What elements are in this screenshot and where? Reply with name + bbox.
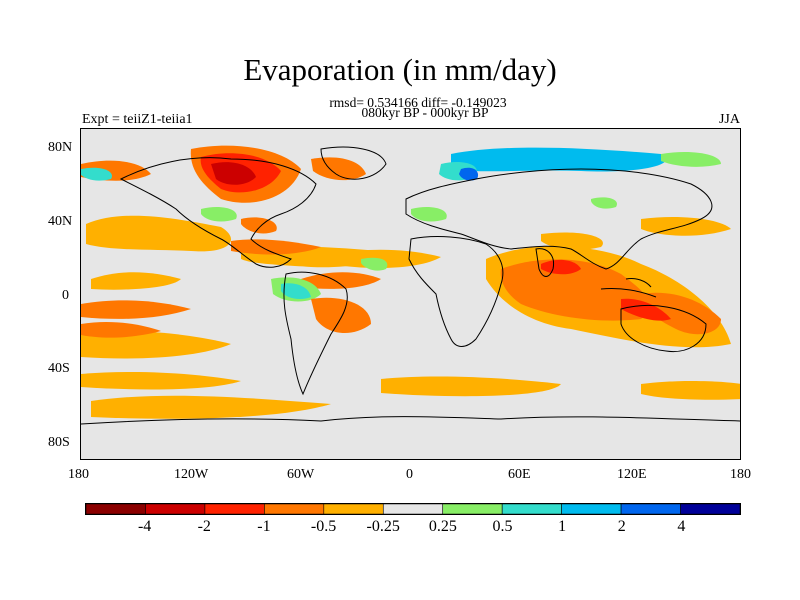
anomaly-patch [81, 371, 241, 390]
coastline-australia [620, 304, 707, 353]
anomaly-patch [381, 376, 561, 397]
anomaly-patch [81, 167, 112, 181]
coastline-europe-asia [405, 168, 713, 270]
colorbar-tick-label: 1 [558, 518, 567, 535]
anomaly-patch [500, 259, 650, 321]
anomaly-patch [641, 217, 731, 236]
anomaly-patch [311, 297, 371, 334]
colorbar-tick-label: -4 [137, 518, 152, 535]
anomaly-patch [621, 298, 671, 321]
anomaly-patch [81, 331, 231, 359]
anomaly-patch [81, 321, 161, 338]
lon-tick-label: 0 [406, 467, 413, 482]
anomaly-patch [591, 197, 617, 209]
colorbar-tick-label: 4 [677, 518, 686, 535]
period-label: 080kyr BP - 000kyr BP [361, 105, 489, 120]
anomaly-patch [541, 259, 581, 275]
anomaly-patch [411, 207, 447, 222]
coastline-greenland [320, 146, 387, 180]
lat-tick-label: 80N [48, 140, 73, 155]
lon-tick-label: 180 [730, 467, 751, 482]
coastline-africa [408, 236, 504, 347]
rmsd-diff-stats: rmsd= 0.534166 diff= -0.149023 [329, 95, 507, 110]
anomaly-patch [661, 152, 721, 167]
map-panel [80, 128, 741, 460]
colorbar-swatch [264, 504, 325, 514]
anomaly-patch [201, 207, 237, 222]
anomaly-patch [81, 300, 191, 319]
anomaly-patch [311, 157, 366, 181]
colorbar-tick-label: 0.5 [492, 518, 513, 535]
colorbar-swatch [561, 504, 622, 514]
anomaly-patch [91, 272, 181, 290]
lat-tick-label: 0 [62, 288, 69, 303]
colorbar-tick-label: -2 [197, 518, 211, 535]
anomaly-field [81, 145, 740, 459]
coastline-north-america [119, 157, 317, 268]
experiment-label: Expt = teiiZ1-teiia1 [82, 112, 193, 127]
anomaly-patch [361, 257, 388, 271]
anomaly-patch [211, 162, 256, 185]
anomaly-patch [541, 232, 603, 250]
coastline-antarctica [81, 416, 740, 425]
lon-tick-label: 120W [174, 467, 209, 482]
coastline-india [535, 248, 555, 277]
colorbar-swatch [620, 504, 681, 514]
anomaly-patch [231, 239, 321, 255]
lon-tick-label: 60E [508, 467, 531, 482]
coastlines [81, 146, 740, 425]
colorbar-swatch [323, 504, 384, 514]
anomaly-patch [241, 217, 277, 234]
colorbar-swatch [382, 504, 444, 514]
lon-tick-label: 60W [287, 467, 315, 482]
colorbar [85, 503, 741, 515]
colorbar-tick-label: 2 [617, 518, 626, 535]
season-label: JJA [718, 112, 740, 127]
anomaly-patch [301, 272, 381, 289]
colorbar-swatch [680, 504, 740, 514]
anomaly-patch [91, 395, 331, 419]
colorbar-swatch [86, 504, 146, 514]
anomaly-patch [451, 147, 667, 172]
anomaly-patch [331, 249, 441, 269]
colorbar-tick-label: -0.5 [310, 518, 337, 535]
lon-tick-label: 120E [617, 467, 647, 482]
anomaly-patch [86, 215, 231, 252]
anomaly-patch [459, 167, 479, 181]
coastline-indonesia [600, 278, 657, 298]
anomaly-patch [81, 429, 740, 459]
colorbar-swatch [501, 504, 562, 514]
lat-tick-label: 40S [48, 361, 70, 376]
lon-tick-label: 180 [68, 467, 89, 482]
anomaly-patch [641, 380, 740, 400]
colorbar-swatch [442, 504, 503, 514]
plot-title: Evaporation (in mm/day) [243, 52, 557, 87]
colorbar-tick-label: -1 [257, 518, 271, 535]
anomaly-patch [281, 283, 311, 299]
evaporation-map [81, 145, 740, 459]
colorbar-swatch [145, 504, 206, 514]
lat-tick-label: 40N [48, 214, 73, 229]
colorbar-tick-label: -0.25 [366, 518, 400, 535]
lat-tick-label: 80S [48, 435, 70, 450]
colorbar-swatch [204, 504, 265, 514]
coastline-south-america [283, 271, 348, 396]
colorbar-tick-label: 0.25 [428, 518, 457, 535]
anomaly-patch [641, 292, 721, 335]
